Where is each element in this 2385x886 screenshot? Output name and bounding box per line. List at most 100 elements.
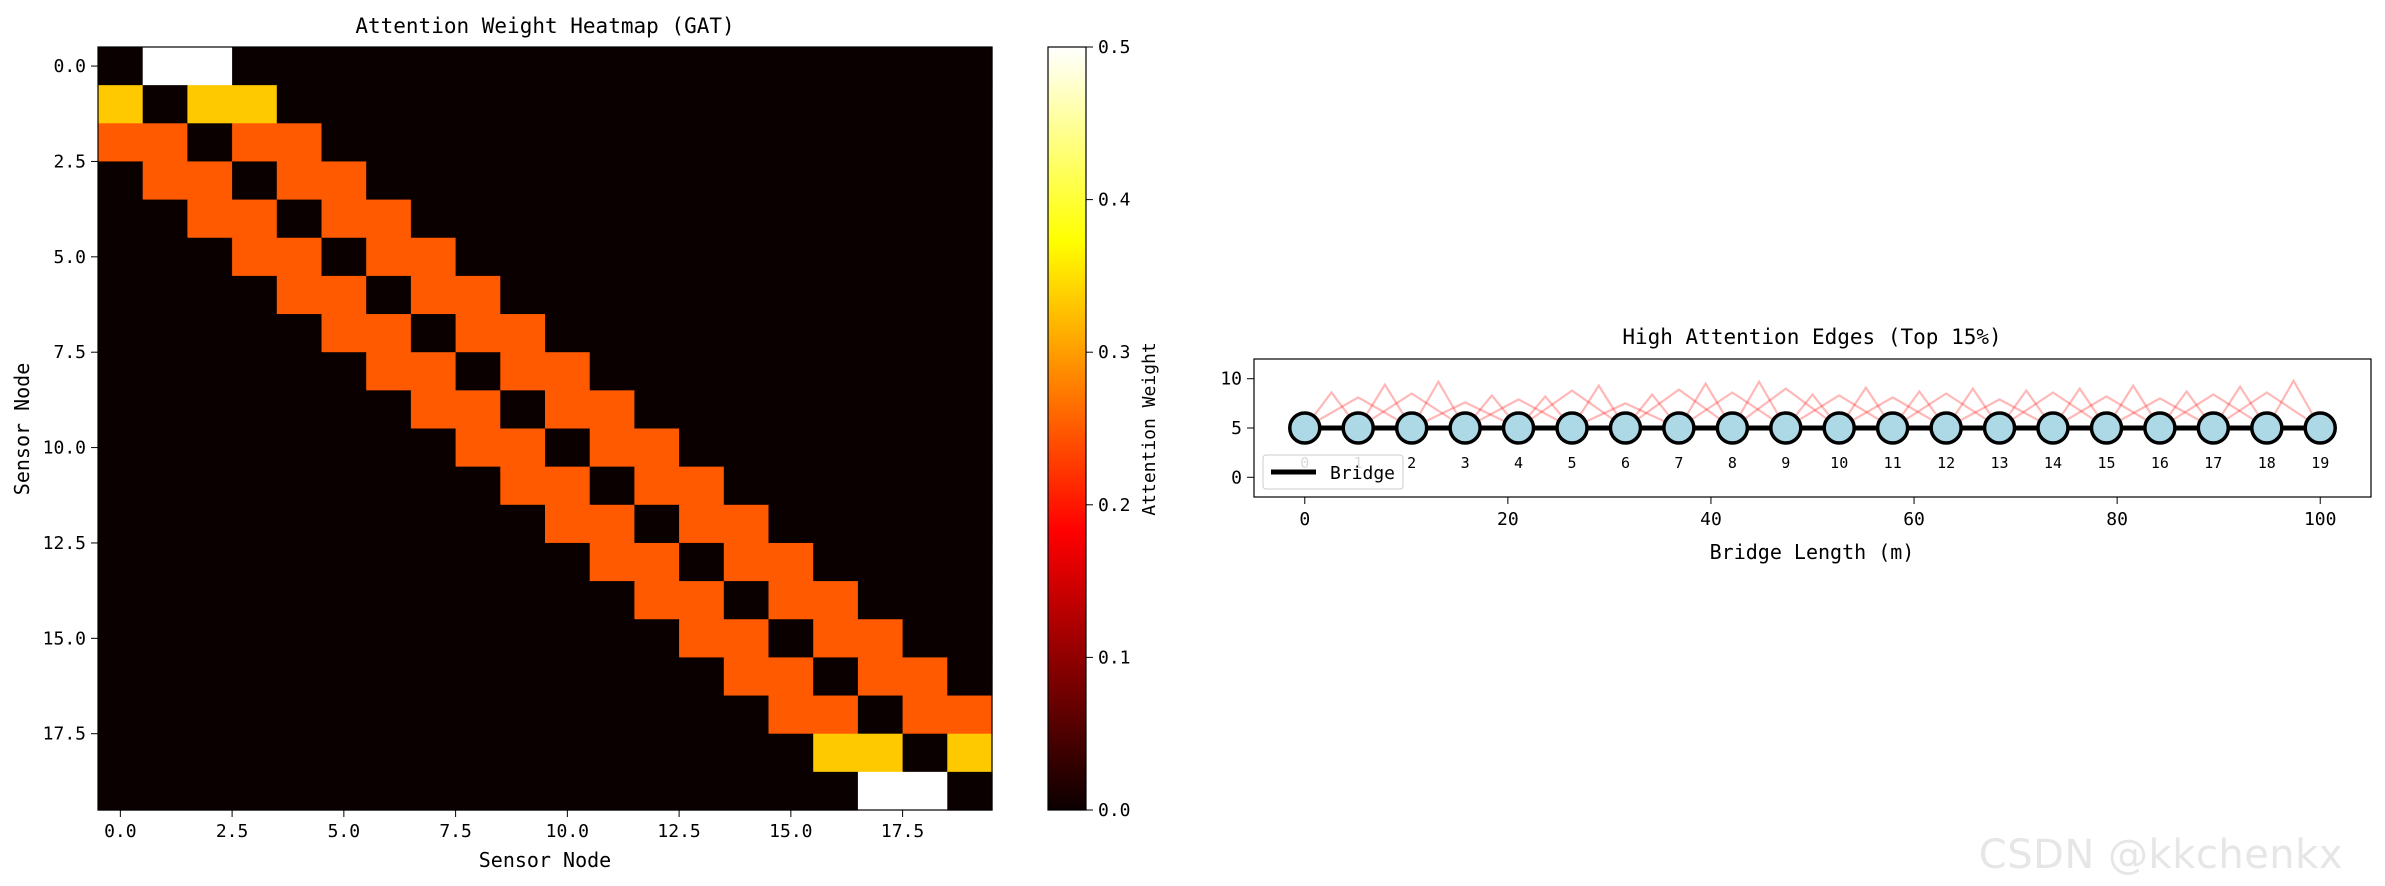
heatmap-cell [500, 428, 546, 468]
bridge-title: High Attention Edges (Top 15%) [1622, 325, 2001, 349]
heatmap-cell [902, 581, 948, 620]
y-tick-label: 10.0 [43, 438, 86, 459]
heatmap-cell [634, 161, 680, 201]
heatmap-cell [589, 504, 635, 544]
heatmap-cell [455, 619, 501, 658]
heatmap-cell [500, 581, 546, 620]
heatmap-cell [276, 695, 323, 735]
heatmap-cell [187, 275, 233, 315]
heatmap-cell [589, 733, 635, 773]
heatmap-cell [500, 466, 546, 506]
heatmap-cell [410, 581, 457, 620]
heatmap-cell [634, 275, 680, 315]
heatmap-cell [142, 695, 188, 735]
heatmap-cell [276, 85, 323, 124]
heatmap-cell [634, 390, 680, 430]
heatmap-cell [500, 504, 546, 544]
heatmap-cell [187, 123, 233, 163]
sensor-node [2250, 411, 2284, 445]
x-tick-label: 20 [1497, 509, 1519, 530]
heatmap-cell [813, 314, 859, 353]
heatmap-cell [410, 390, 457, 430]
heatmap-cell [410, 352, 457, 391]
heatmap-cell [232, 275, 278, 315]
heatmap-cell [723, 237, 770, 277]
heatmap-cell [455, 275, 501, 315]
heatmap-cell [366, 619, 412, 658]
heatmap-cell [545, 657, 591, 697]
heatmap-cell [98, 314, 144, 353]
heatmap-cell [813, 390, 859, 430]
heatmap-cell [723, 199, 770, 239]
heatmap-cell [98, 542, 144, 582]
heatmap-cell [545, 47, 591, 86]
heatmap-cell [723, 504, 770, 544]
heatmap-cell [232, 123, 278, 163]
heatmap-cell [98, 619, 144, 658]
heatmap-cell [857, 85, 904, 124]
attention-edge [1357, 392, 1466, 429]
x-tick-label: 7.5 [439, 821, 472, 842]
heatmap-cell [813, 771, 859, 811]
heatmap-cell [902, 390, 948, 430]
heatmap-cell [142, 199, 188, 239]
heatmap-cell [545, 504, 591, 544]
heatmap-cell [679, 314, 725, 353]
bridge-panel: High Attention Edges (Top 15%) 0 12 3 4 5 6 7 8… [1220, 325, 2372, 564]
heatmap-cell [366, 504, 412, 544]
heatmap-cell [679, 619, 725, 658]
heatmap-cell [142, 161, 188, 201]
bridge-x-label: Bridge Length (m) [1710, 540, 1915, 564]
heatmap-cell [455, 237, 501, 277]
heatmap-cell [723, 428, 770, 468]
heatmap-cell [679, 199, 725, 239]
heatmap-cell [589, 619, 635, 658]
heatmap-cell [545, 733, 591, 773]
heatmap-cell [455, 733, 501, 773]
heatmap-cell [187, 657, 233, 697]
heatmap-cell [276, 123, 323, 163]
heatmap-cell [902, 771, 948, 811]
heatmap-cell [947, 47, 993, 86]
sensor-node-label: 15 [2097, 454, 2115, 472]
heatmap-cell [455, 352, 501, 391]
heatmap-cell [142, 771, 188, 811]
heatmap-cell [142, 504, 188, 544]
heatmap-cell [947, 314, 993, 353]
heatmap-cell [545, 199, 591, 239]
y-tick-label: 2.5 [53, 151, 86, 172]
heatmap-cell [947, 123, 993, 163]
heatmap-cell [98, 275, 144, 315]
heatmap-cell [276, 581, 323, 620]
heatmap-cell [902, 85, 948, 124]
heatmap-cell [545, 619, 591, 658]
heatmap-cell [902, 47, 948, 86]
heatmap-cell [634, 85, 680, 124]
sensor-node [1341, 411, 1375, 445]
sensor-node [1394, 411, 1429, 445]
x-tick-label: 0.0 [104, 821, 137, 842]
sensor-node [2196, 411, 2231, 445]
x-tick-label: 80 [2106, 509, 2128, 530]
heatmap-cell [410, 199, 457, 239]
heatmap-cell [500, 123, 546, 163]
heatmap-cell [276, 619, 323, 658]
heatmap-cell [276, 199, 323, 239]
heatmap-cell [142, 85, 188, 124]
colorbar-ticks: 0.0 0.1 0.2 0.3 0.4 0.5 [1086, 37, 1131, 821]
heatmap-cell [321, 199, 367, 239]
heatmap-cell [813, 85, 859, 124]
sensor-node-label: 6 [1621, 454, 1630, 472]
attention-edge [1411, 401, 1520, 429]
heatmap-cell [813, 237, 859, 277]
heatmap-cell [321, 428, 367, 468]
heatmap-cell [276, 314, 323, 353]
y-tick-label: 0.0 [53, 56, 86, 77]
heatmap-cell [723, 123, 770, 163]
heatmap-cell [634, 47, 680, 86]
heatmap-cell [902, 314, 948, 353]
heatmap-cell [232, 390, 278, 430]
heatmap-cell [679, 352, 725, 391]
heatmap-cell [142, 466, 188, 506]
heatmap-cell [947, 695, 993, 735]
